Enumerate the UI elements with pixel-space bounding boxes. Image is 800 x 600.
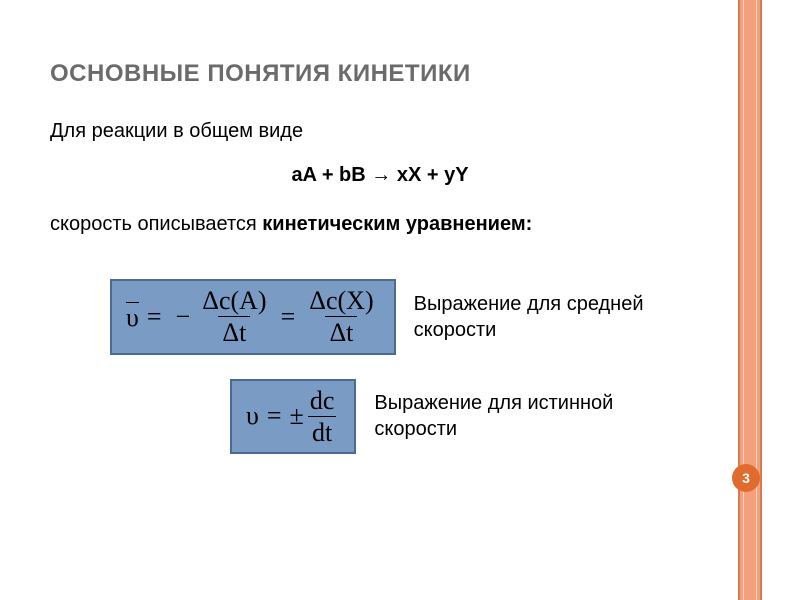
text-fragment-bold: кинетическим уравнением:	[262, 213, 532, 235]
slide-title: ОСНОВНЫЕ ПОНЯТИЯ КИНЕТИКИ	[50, 60, 710, 88]
kinetic-equation-line: скорость описывается кинетическим уравне…	[50, 209, 710, 239]
symbol-upsilon: υ	[246, 401, 259, 431]
upsilon-bar: υ	[126, 302, 139, 331]
equals-sign: =	[267, 401, 282, 431]
fraction-dc-a: Δc(A) Δt	[198, 287, 270, 347]
numerator: dc	[306, 387, 339, 416]
page-number-badge: 3	[732, 464, 760, 492]
intro-line: Для реакции в общем виде	[50, 116, 710, 146]
fraction-dc-x: Δc(X) Δt	[305, 287, 377, 347]
average-speed-formula: υ = − Δc(A) Δt = Δc(X) Δt	[110, 279, 396, 355]
minus-sign: −	[176, 302, 191, 332]
average-speed-row: υ = − Δc(A) Δt = Δc(X) Δt Выражение для …	[110, 279, 710, 355]
true-speed-formula: υ = ± dc dt	[230, 379, 356, 455]
general-reaction-equation: aA + bB → xX + yY	[50, 164, 710, 187]
symbol-upsilon: υ	[126, 305, 139, 331]
denominator: dt	[308, 416, 336, 446]
slide-content: ОСНОВНЫЕ ПОНЯТИЯ КИНЕТИКИ Для реакции в …	[0, 0, 800, 518]
equals-sign: =	[147, 302, 162, 332]
true-speed-row: υ = ± dc dt Выражение для истинной скоро…	[230, 379, 710, 455]
equals-sign: =	[281, 302, 296, 332]
fraction-dc-dt: dc dt	[306, 387, 339, 447]
denominator: Δt	[218, 316, 250, 346]
true-speed-label: Выражение для истинной скорости	[374, 390, 674, 442]
text-fragment: скорость описывается	[50, 213, 262, 235]
plus-minus-sign: ±	[290, 401, 304, 431]
decorative-side-stripe	[738, 0, 762, 600]
denominator: Δt	[325, 316, 357, 346]
average-speed-label: Выражение для средней скорости	[414, 291, 710, 343]
numerator: Δc(X)	[305, 287, 377, 316]
numerator: Δc(A)	[198, 287, 270, 316]
